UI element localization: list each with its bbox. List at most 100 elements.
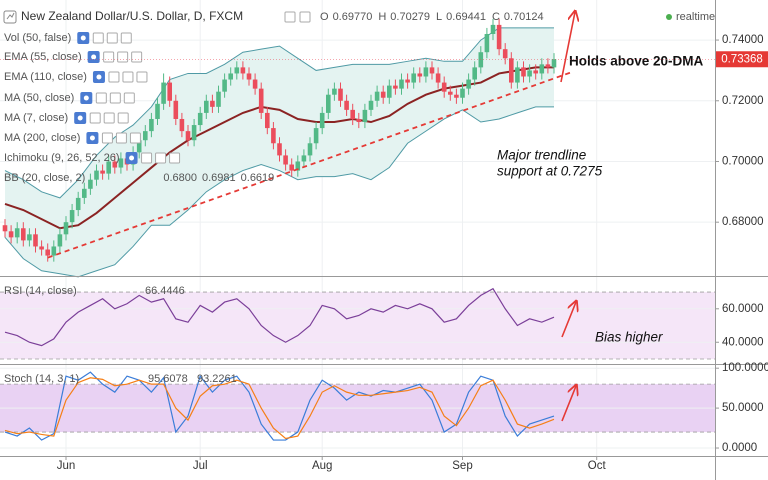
candle-body bbox=[374, 91, 380, 101]
candle-body bbox=[39, 246, 44, 250]
indicator-plus-icon[interactable] bbox=[103, 112, 115, 124]
candle-body bbox=[112, 161, 118, 168]
indicator-close-icon[interactable] bbox=[123, 92, 135, 104]
hide-icon[interactable] bbox=[299, 11, 311, 23]
ohlc-value: 0.70279 bbox=[390, 11, 430, 23]
candle-body bbox=[45, 249, 50, 256]
candle-body bbox=[63, 222, 69, 235]
indicator-close-icon[interactable] bbox=[120, 32, 132, 44]
candle-body bbox=[539, 64, 545, 74]
indicator-gear-icon[interactable] bbox=[92, 32, 104, 44]
y-tick-label: 0.74000 bbox=[722, 34, 764, 46]
indicator-plus-icon[interactable] bbox=[122, 71, 134, 83]
candle-body bbox=[417, 73, 423, 77]
candle-body bbox=[313, 128, 319, 144]
candle-body bbox=[149, 118, 154, 132]
indicator-gear-icon[interactable] bbox=[108, 71, 120, 83]
indicator-eye-glyph bbox=[77, 115, 83, 121]
status-label: realtime bbox=[676, 11, 715, 23]
candle-body bbox=[265, 112, 270, 129]
candle-body bbox=[75, 197, 81, 211]
candle-body bbox=[118, 158, 124, 168]
indicator-plus-icon[interactable] bbox=[115, 132, 127, 144]
candle-body bbox=[448, 91, 453, 95]
candle-body bbox=[490, 24, 496, 34]
x-tick-label: Sep bbox=[452, 460, 472, 472]
candle-body bbox=[8, 231, 14, 238]
plot-layer bbox=[2, 18, 573, 441]
annotation-arrow bbox=[561, 386, 576, 422]
trendline bbox=[47, 71, 573, 259]
bollinger-upper bbox=[4, 27, 554, 199]
settings-icon[interactable] bbox=[284, 11, 296, 23]
candle-body bbox=[94, 170, 99, 180]
x-tick-label: Jun bbox=[57, 460, 76, 472]
chart-title: New Zealand Dollar/U.S. Dollar, D, FXCM bbox=[21, 9, 243, 23]
candle-body bbox=[173, 100, 179, 119]
indicator-eye-glyph bbox=[129, 155, 135, 161]
indicator-label: Vol (50, false) bbox=[4, 32, 71, 44]
annotation: Major trendline bbox=[497, 148, 586, 163]
indicator-gear-icon[interactable] bbox=[95, 92, 107, 104]
indicator-close-icon[interactable] bbox=[131, 51, 143, 63]
candle-body bbox=[179, 118, 185, 132]
y-tick-label: 0.0000 bbox=[722, 442, 757, 454]
candle-body bbox=[502, 49, 508, 59]
bb-value: 0.6619 bbox=[241, 172, 275, 184]
indicator-close-icon[interactable] bbox=[169, 152, 181, 164]
indicator-close-icon[interactable] bbox=[129, 132, 141, 144]
candle-body bbox=[356, 118, 362, 123]
indicator-eye-glyph bbox=[89, 135, 95, 141]
last-price-tag bbox=[716, 51, 768, 68]
ohlc-key: O bbox=[320, 11, 329, 23]
indicator-eye-glyph bbox=[91, 54, 97, 60]
indicator-plus-icon[interactable] bbox=[109, 92, 121, 104]
candle-body bbox=[258, 88, 264, 113]
rsi-value: 66.4446 bbox=[145, 285, 185, 297]
candle-body bbox=[509, 58, 514, 83]
annotation: Bias higher bbox=[595, 330, 663, 345]
candle-body bbox=[423, 67, 429, 77]
candle-body bbox=[51, 246, 57, 256]
indicator-gear-icon[interactable] bbox=[141, 152, 153, 164]
ohlc-key: C bbox=[492, 11, 500, 23]
candle-body bbox=[307, 143, 313, 156]
candle-body bbox=[393, 85, 398, 89]
ohlc-key: L bbox=[436, 11, 442, 23]
indicator-label: MA (50, close) bbox=[4, 92, 74, 104]
bb-value: 0.6981 bbox=[202, 172, 236, 184]
candle-body bbox=[161, 82, 166, 104]
indicator-close-icon[interactable] bbox=[136, 71, 148, 83]
y-tick-label: 40.0000 bbox=[722, 336, 764, 348]
indicator-gear-icon[interactable] bbox=[89, 112, 101, 124]
indicator-plus-icon[interactable] bbox=[106, 32, 118, 44]
candle-body bbox=[533, 70, 538, 74]
candle-body bbox=[515, 67, 520, 83]
candle-body bbox=[283, 155, 288, 165]
rsi-title: RSI (14, close) bbox=[4, 285, 77, 297]
symbol-icon-glyph bbox=[6, 12, 15, 20]
indicator-label: MA (7, close) bbox=[4, 112, 68, 124]
y-tick-label: 60.0000 bbox=[722, 303, 764, 315]
candle-body bbox=[228, 73, 233, 80]
indicator-plus-icon[interactable] bbox=[117, 51, 129, 63]
annotation: support at 0.7275 bbox=[497, 164, 603, 179]
annotation-arrow bbox=[561, 302, 576, 338]
indicator-gear-icon[interactable] bbox=[101, 132, 113, 144]
indicator-gear-icon[interactable] bbox=[103, 51, 115, 63]
indicator-line bbox=[4, 377, 555, 440]
bollinger-lower bbox=[4, 106, 554, 278]
candle-body bbox=[380, 91, 386, 98]
candle-body bbox=[429, 67, 435, 74]
indicator-plus-icon[interactable] bbox=[155, 152, 167, 164]
indicator-close-icon[interactable] bbox=[117, 112, 129, 124]
bb-value: 0.6800 bbox=[163, 172, 197, 184]
y-tick-label: 0.70000 bbox=[722, 156, 764, 168]
candle-body bbox=[332, 88, 337, 95]
candle-body bbox=[277, 143, 282, 156]
indicator-label: EMA (55, close) bbox=[4, 51, 82, 63]
candle-body bbox=[295, 161, 301, 171]
candle-body bbox=[441, 82, 447, 92]
symbol-icon[interactable] bbox=[3, 10, 17, 24]
candle-body bbox=[454, 94, 459, 98]
